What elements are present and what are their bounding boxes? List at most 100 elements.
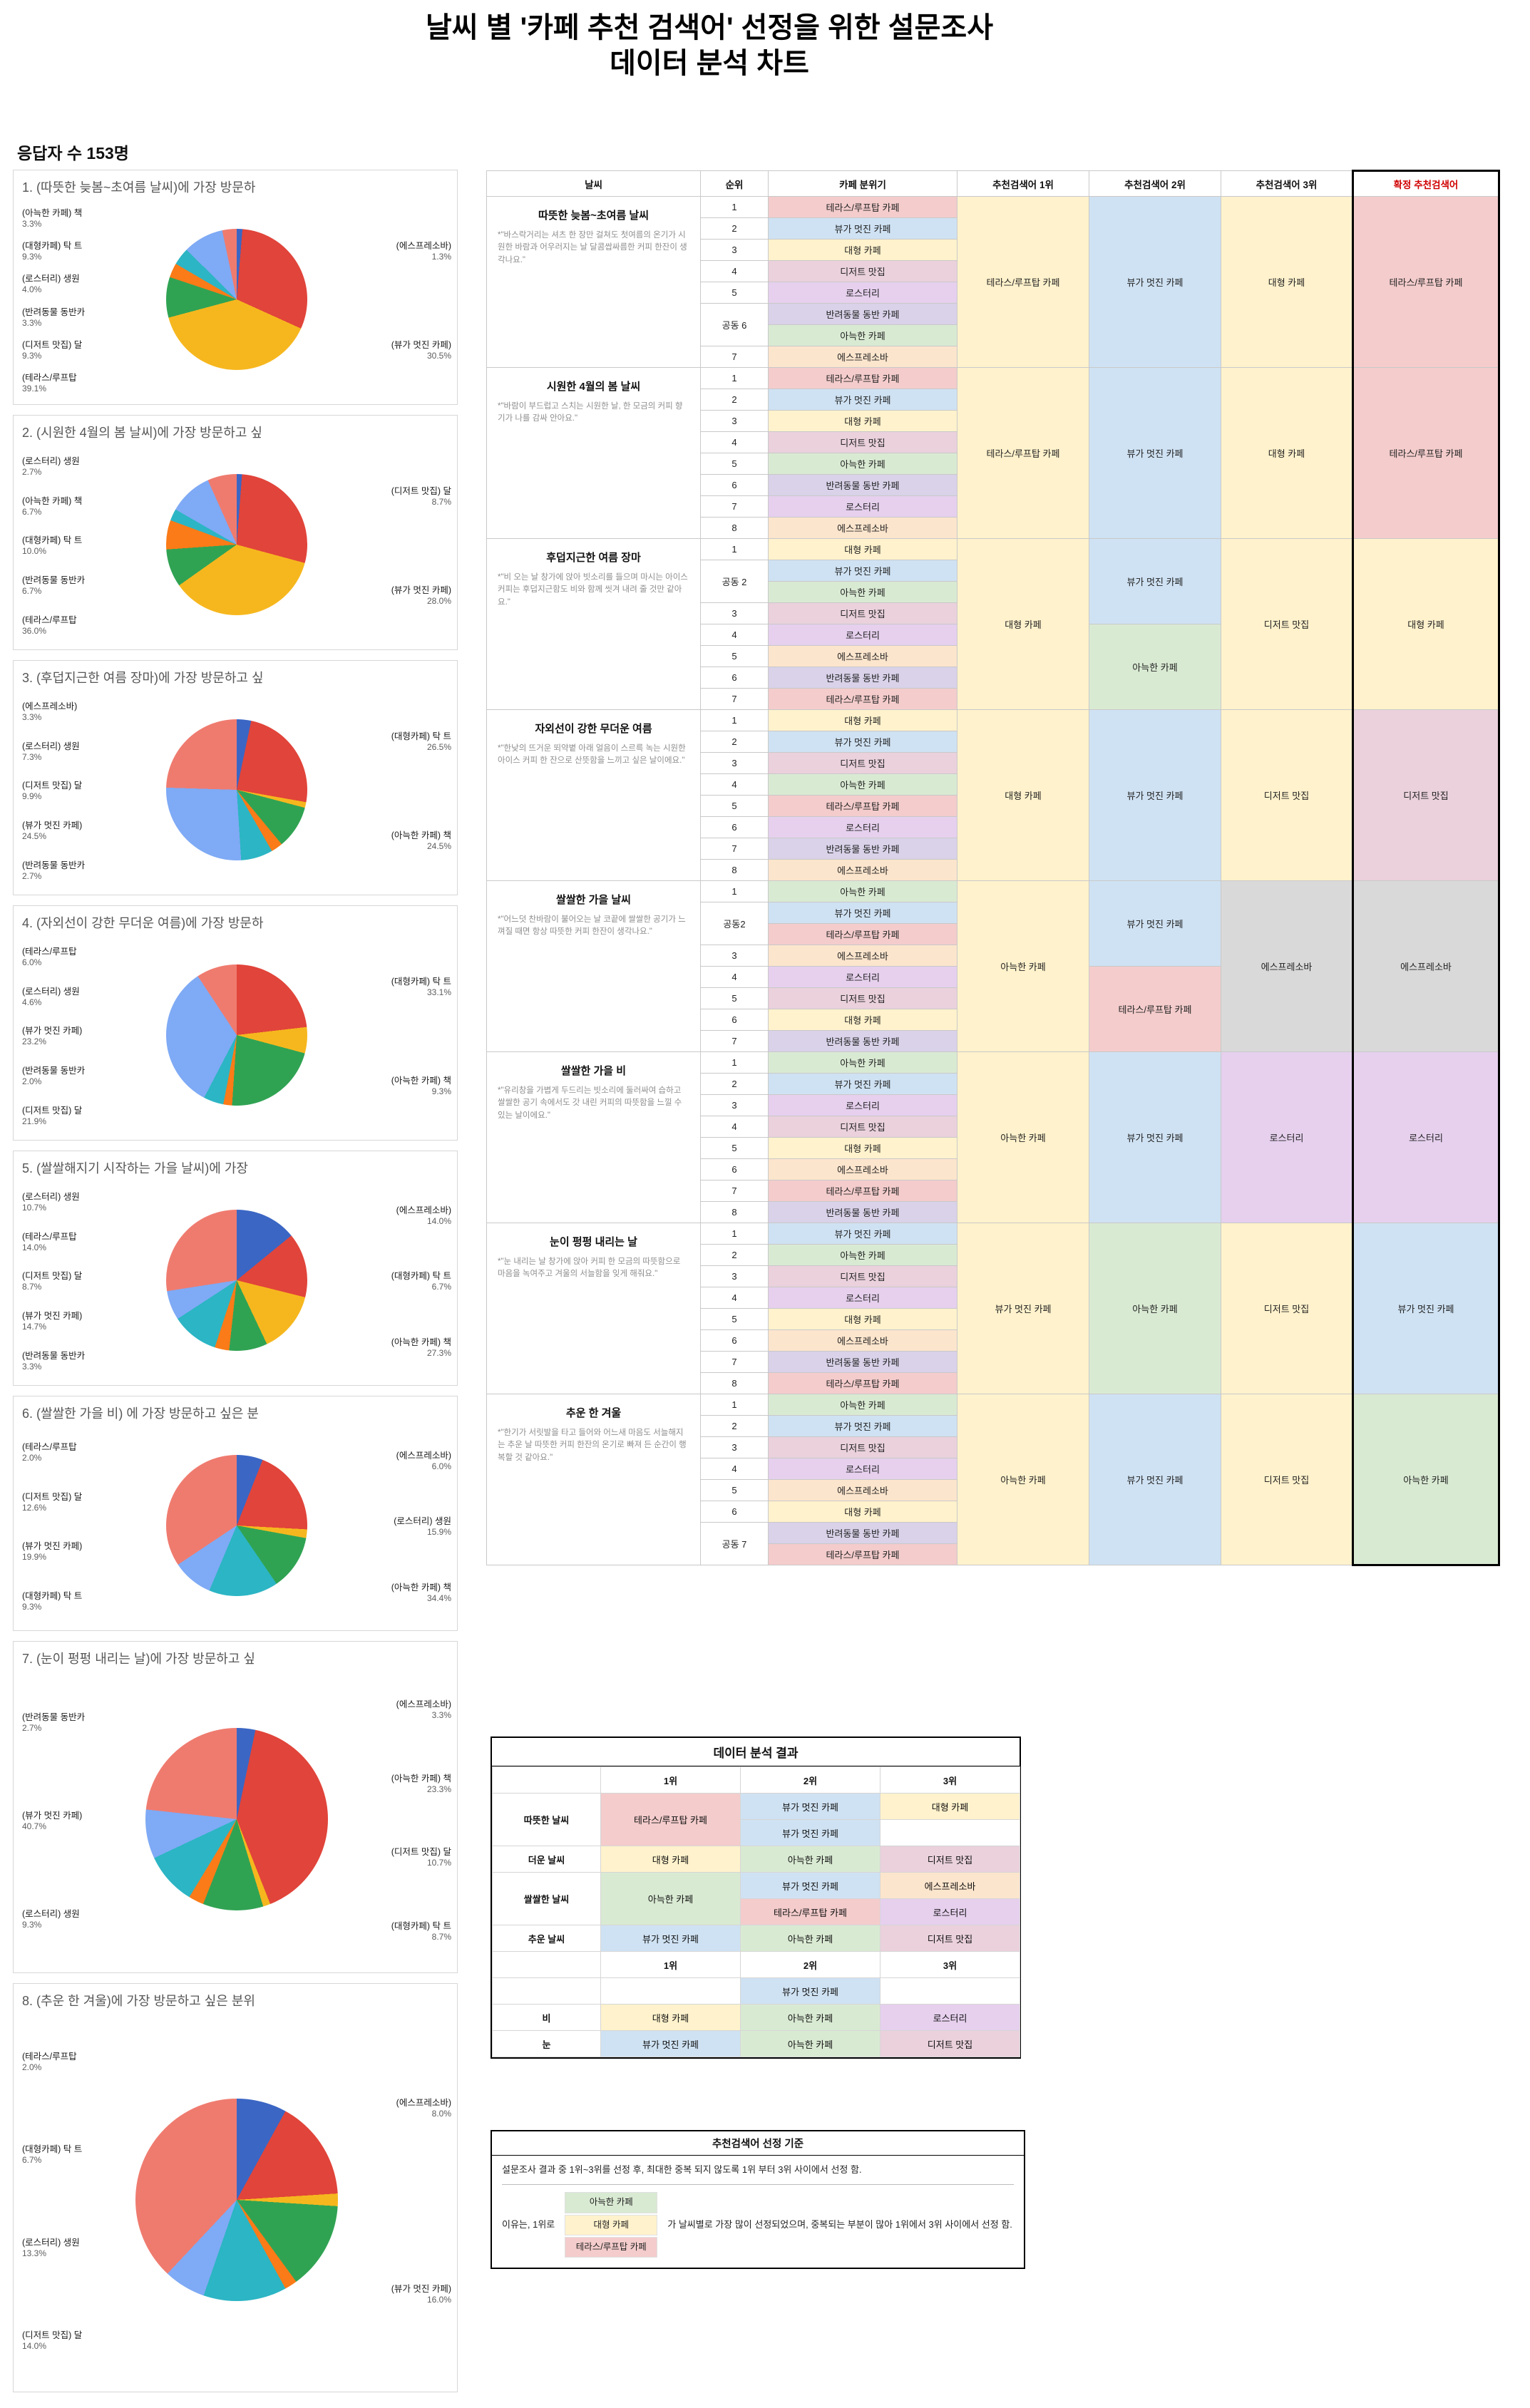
- table-row: 8 에스프레소바: [487, 859, 1499, 881]
- pie-chart-title: 3. (후덥지근한 여름 장마)에 가장 방문하고 싶: [22, 671, 264, 685]
- cafe-cell: 에스프레소바: [768, 1479, 957, 1501]
- pie-slice-label: (아늑한 카페) 책 3.3%: [22, 205, 82, 229]
- pie-slice-label: (에스프레소바) 14.0%: [396, 1203, 451, 1226]
- pie-label-percent: 2.0%: [22, 2062, 42, 2072]
- criteria-reason-row: 이유는, 1위로 아늑한 카페 대형 카페 테라스/루프탑 카페 가 날씨별로 가장…: [502, 2192, 1014, 2258]
- rank-cell: 4: [700, 966, 769, 988]
- pie-slice-label: (테라스/루프탑 39.1%: [22, 370, 77, 393]
- table-header-row: 날씨 순위 카페 분위기 추천검색어 1위 추천검색어 2위 추천검색어 3위 확정 추천검…: [486, 170, 1500, 197]
- pie-label-percent: 3.3%: [22, 1361, 42, 1372]
- cafe-cell: 반려동물 동반 카페: [768, 1351, 957, 1373]
- pie-label-percent: 33.1%: [426, 987, 451, 997]
- summary-cell: 대형 카페: [880, 1793, 1020, 1820]
- cafe-cell: 테라스/루프탑 카페: [768, 196, 957, 218]
- pie-slice-label: (디저트 맛집) 달 8.7%: [22, 1268, 82, 1292]
- page-title-line2: 데이터 분석 차트: [610, 48, 809, 79]
- rec1-cell: 대형 카페: [957, 538, 1089, 710]
- cafe-cell: 로스터리: [768, 495, 957, 518]
- rank-cell: 7: [700, 838, 769, 860]
- table-row: 5 에스프레소바: [487, 645, 1499, 667]
- rank-cell: 3: [700, 1436, 769, 1458]
- summary-rank-header: [492, 1766, 601, 1794]
- summary-row: 쌀쌀한 날씨 아늑한 카페 뷰가 멋진 카페 에스프레소바: [492, 1872, 1020, 1925]
- cafe-cell: 대형 카페: [768, 1009, 957, 1031]
- rec3-cell: 디저트 맛집: [1221, 1223, 1353, 1394]
- pie-label-name: (로스터리) 생원: [22, 274, 80, 284]
- pie-slice-label: (디저트 맛집) 달 9.9%: [22, 778, 82, 801]
- summary-label-cell: [492, 1977, 601, 2005]
- weather-cell: 시원한 4월의 봄 날씨 *"바람이 부드럽고 스치는 시원한 날, 한 모금의 …: [486, 367, 701, 539]
- pie-chart-area: (로스터리) 생원 10.7% (테라스/루프탑 14.0% (디저트 맛집) 달 8.7…: [22, 1178, 451, 1382]
- criteria-reason-prefix: 이유는, 1위로: [502, 2219, 555, 2231]
- rec3-cell: 디저트 맛집: [1221, 1394, 1353, 1565]
- pie-label-name: (로스터리) 생원: [22, 986, 80, 997]
- weather-cell: 따뜻한 늦봄~초여름 날씨 *"바스락거리는 셔츠 한 장만 걸쳐도 첫여름의 온…: [486, 196, 701, 368]
- pie-label-percent: 19.9%: [22, 1552, 47, 1563]
- summary-rank-header2: 1위: [600, 1951, 741, 1978]
- pie-slice-label: (테라스/루프탑 2.0%: [22, 2049, 77, 2072]
- cafe-cell: 로스터리: [768, 1094, 957, 1116]
- pie-chart-title: 5. (쌀쌀해지기 시작하는 가을 날씨)에 가장: [22, 1161, 248, 1175]
- pie-chart-area: (테라스/루프탑 2.0% (대형카페) 탁 트 6.7% (로스터리) 생원 13.3%…: [22, 2011, 451, 2389]
- pie-label-stack-right: (에스프레소바) 8.0% (뷰가 멋진 카페) 16.0%: [337, 2014, 451, 2386]
- pie-slice-label: (아늑한 카페) 책 27.3%: [391, 1334, 451, 1358]
- pie-chart-title: 7. (눈이 펑펑 내리는 날)에 가장 방문하고 싶: [22, 1652, 255, 1666]
- cafe-cell: 반려동물 동반 카페: [768, 474, 957, 496]
- cafe-cell: 대형 카페: [768, 239, 957, 261]
- cafe-cell: 로스터리: [768, 966, 957, 988]
- rank-cell: 3: [700, 1265, 769, 1287]
- weather-cell: 추운 한 겨울 *"한기가 서릿발을 타고 들어와 어느새 마음도 서늘해지는 추…: [486, 1394, 701, 1565]
- pie-label-stack-right: (에스프레소바) 1.3% (뷰가 멋진 카페) 30.5%: [337, 200, 451, 398]
- pie-chart-box: 2. (시원한 4월의 봄 날씨)에 가장 방문하고 싶 (로스터리) 생원 2.7…: [13, 415, 458, 650]
- pie-slice-label: (뷰가 멋진 카페) 19.9%: [22, 1538, 82, 1562]
- pie-label-name: (에스프레소바): [396, 1450, 451, 1461]
- pie-label-stack-left: (로스터리) 생원 2.7% (아늑한 카페) 책 6.7% (대형카페) 탁 트 10.…: [22, 446, 136, 644]
- pie-label-percent: 9.9%: [22, 791, 42, 802]
- summary-cell: 대형 카페: [600, 2004, 741, 2031]
- pie-slice-label: (로스터리) 생원 10.7%: [22, 1189, 80, 1213]
- pie-label-percent: 23.3%: [426, 1784, 451, 1794]
- charts-column: 1. (따뜻한 늦봄~초여름 날씨)에 가장 방문하 (아늑한 카페) 책 3.3%…: [13, 170, 458, 2392]
- summary-rank-header: 3위: [880, 1766, 1020, 1794]
- cafe-cell: 로스터리: [768, 624, 957, 646]
- table-row: 3 디저트 맛집: [487, 1265, 1499, 1287]
- summary-cell: 대형 카페: [600, 1846, 741, 1873]
- final-keyword-cell: 로스터리: [1352, 1051, 1500, 1223]
- final-keyword-cell: 디저트 맛집: [1352, 709, 1500, 881]
- rank-cell: 1: [700, 1051, 769, 1074]
- table-row: 2 뷰가 멋진 카페: [487, 731, 1499, 753]
- pie-label-percent: 8.7%: [431, 497, 451, 507]
- pie-label-name: (아늑한 카페) 책: [391, 1583, 451, 1593]
- pie-label-name: (뷰가 멋진 카페): [22, 1810, 83, 1821]
- pie-label-percent: 6.7%: [431, 1282, 451, 1292]
- pie-label-percent: 8.7%: [22, 1282, 42, 1292]
- summary-cell: 아늑한 카페: [740, 1846, 880, 1873]
- weather-quote: *"바스락거리는 셔츠 한 장만 걸쳐도 첫여름의 온기가 시원한 바람과 어우…: [498, 231, 687, 264]
- pie-label-stack-left: (로스터리) 생원 10.7% (테라스/루프탑 14.0% (디저트 맛집) 달 8.7…: [22, 1181, 136, 1379]
- cafe-cell: 디저트 맛집: [768, 752, 957, 774]
- pie-slice-label: (테라스/루프탑 6.0%: [22, 944, 77, 967]
- summary-header-row: 1위 2위 3위: [492, 1951, 1020, 1978]
- pie-label-percent: 10.7%: [426, 1858, 451, 1868]
- table-row: 7 반려동물 동반 카페: [487, 1030, 1499, 1052]
- summary-row: 뷰가 멋진 카페: [492, 1977, 1020, 2005]
- final-keyword-cell: 대형 카페: [1352, 538, 1500, 710]
- pie-label-percent: 6.7%: [22, 506, 42, 517]
- pie-slice-label: (대형카페) 탁 트 8.7%: [391, 1918, 451, 1942]
- cafe-cell: 대형 카페: [768, 1501, 957, 1523]
- rec2-cell: 뷰가 멋진 카페: [1089, 196, 1221, 368]
- pie-label-percent: 3.3%: [22, 317, 42, 328]
- pie-label-name: (디저트 맛집) 달: [22, 1105, 83, 1116]
- column-header: 날씨: [486, 170, 701, 197]
- pie: [166, 1210, 307, 1351]
- rank-cell: 7: [700, 346, 769, 368]
- pie-label-percent: 14.7%: [22, 1322, 47, 1332]
- pie-label-percent: 8.7%: [431, 1931, 451, 1942]
- table-row: 따뜻한 늦봄~초여름 날씨 *"바스락거리는 셔츠 한 장만 걸쳐도 첫여름의 온…: [486, 196, 1500, 368]
- pie: [166, 1455, 307, 1596]
- rec2-cell: 뷰가 멋진 카페: [1089, 880, 1221, 967]
- pie-label-name: (뷰가 멋진 카페): [22, 1026, 83, 1036]
- rec1-cell: 뷰가 멋진 카페: [957, 1223, 1089, 1394]
- rank-cell: 8: [700, 517, 769, 539]
- summary-cell: 로스터리: [880, 2004, 1020, 2031]
